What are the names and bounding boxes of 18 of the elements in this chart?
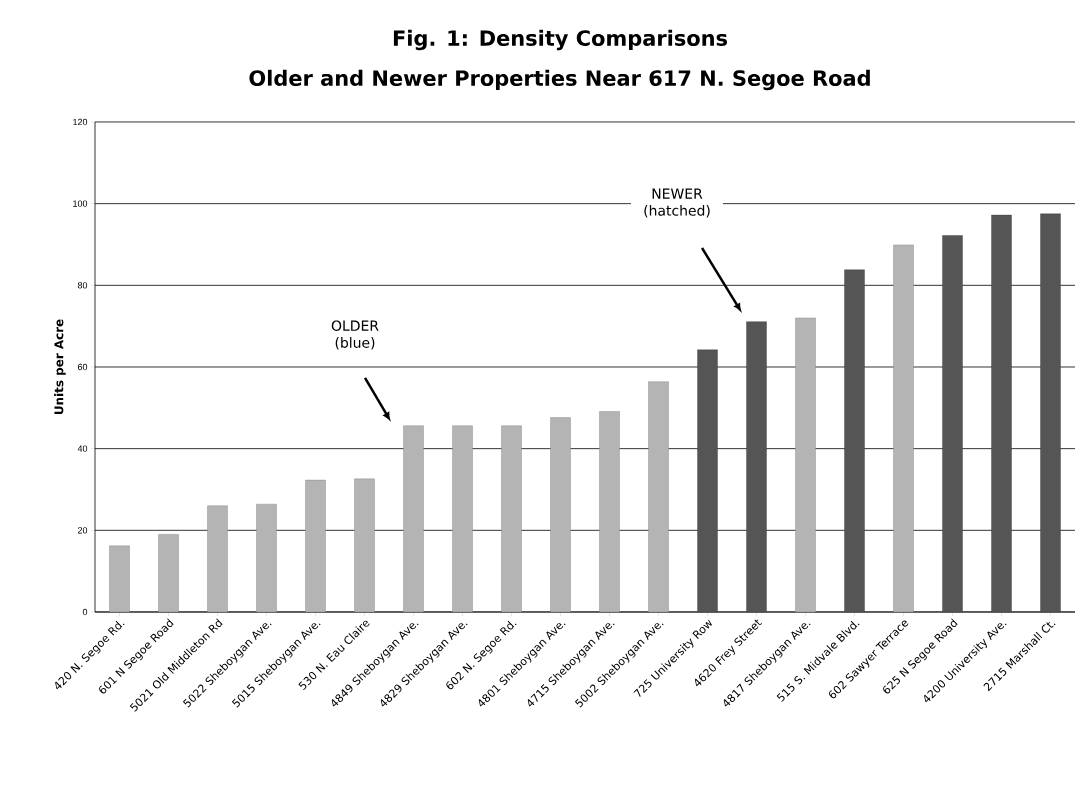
- y-tick-label: 120: [73, 118, 88, 126]
- y-axis-title: Units per Acre: [54, 319, 66, 415]
- bar: [1040, 213, 1061, 613]
- y-tick-label: 0: [82, 608, 88, 616]
- bar: [991, 214, 1012, 613]
- y-tick-label: 80: [77, 282, 88, 289]
- chart-title: Fig. 1: Density Comparisons: [393, 29, 728, 51]
- annotation: NEWER (hatched): [644, 188, 710, 218]
- y-tick-label: 60: [77, 363, 88, 371]
- bar: [844, 269, 865, 613]
- chart-subtitle: Older and Newer Properties Near 617 N. Segoe Road: [249, 69, 870, 91]
- bar: [746, 321, 767, 613]
- y-tick-label: 40: [77, 445, 88, 452]
- y-tick-label: 100: [73, 200, 88, 207]
- annotation: OLDER (blue): [331, 320, 379, 350]
- bar: [697, 349, 718, 613]
- bar: [942, 235, 963, 613]
- y-tick-label: 20: [77, 527, 88, 534]
